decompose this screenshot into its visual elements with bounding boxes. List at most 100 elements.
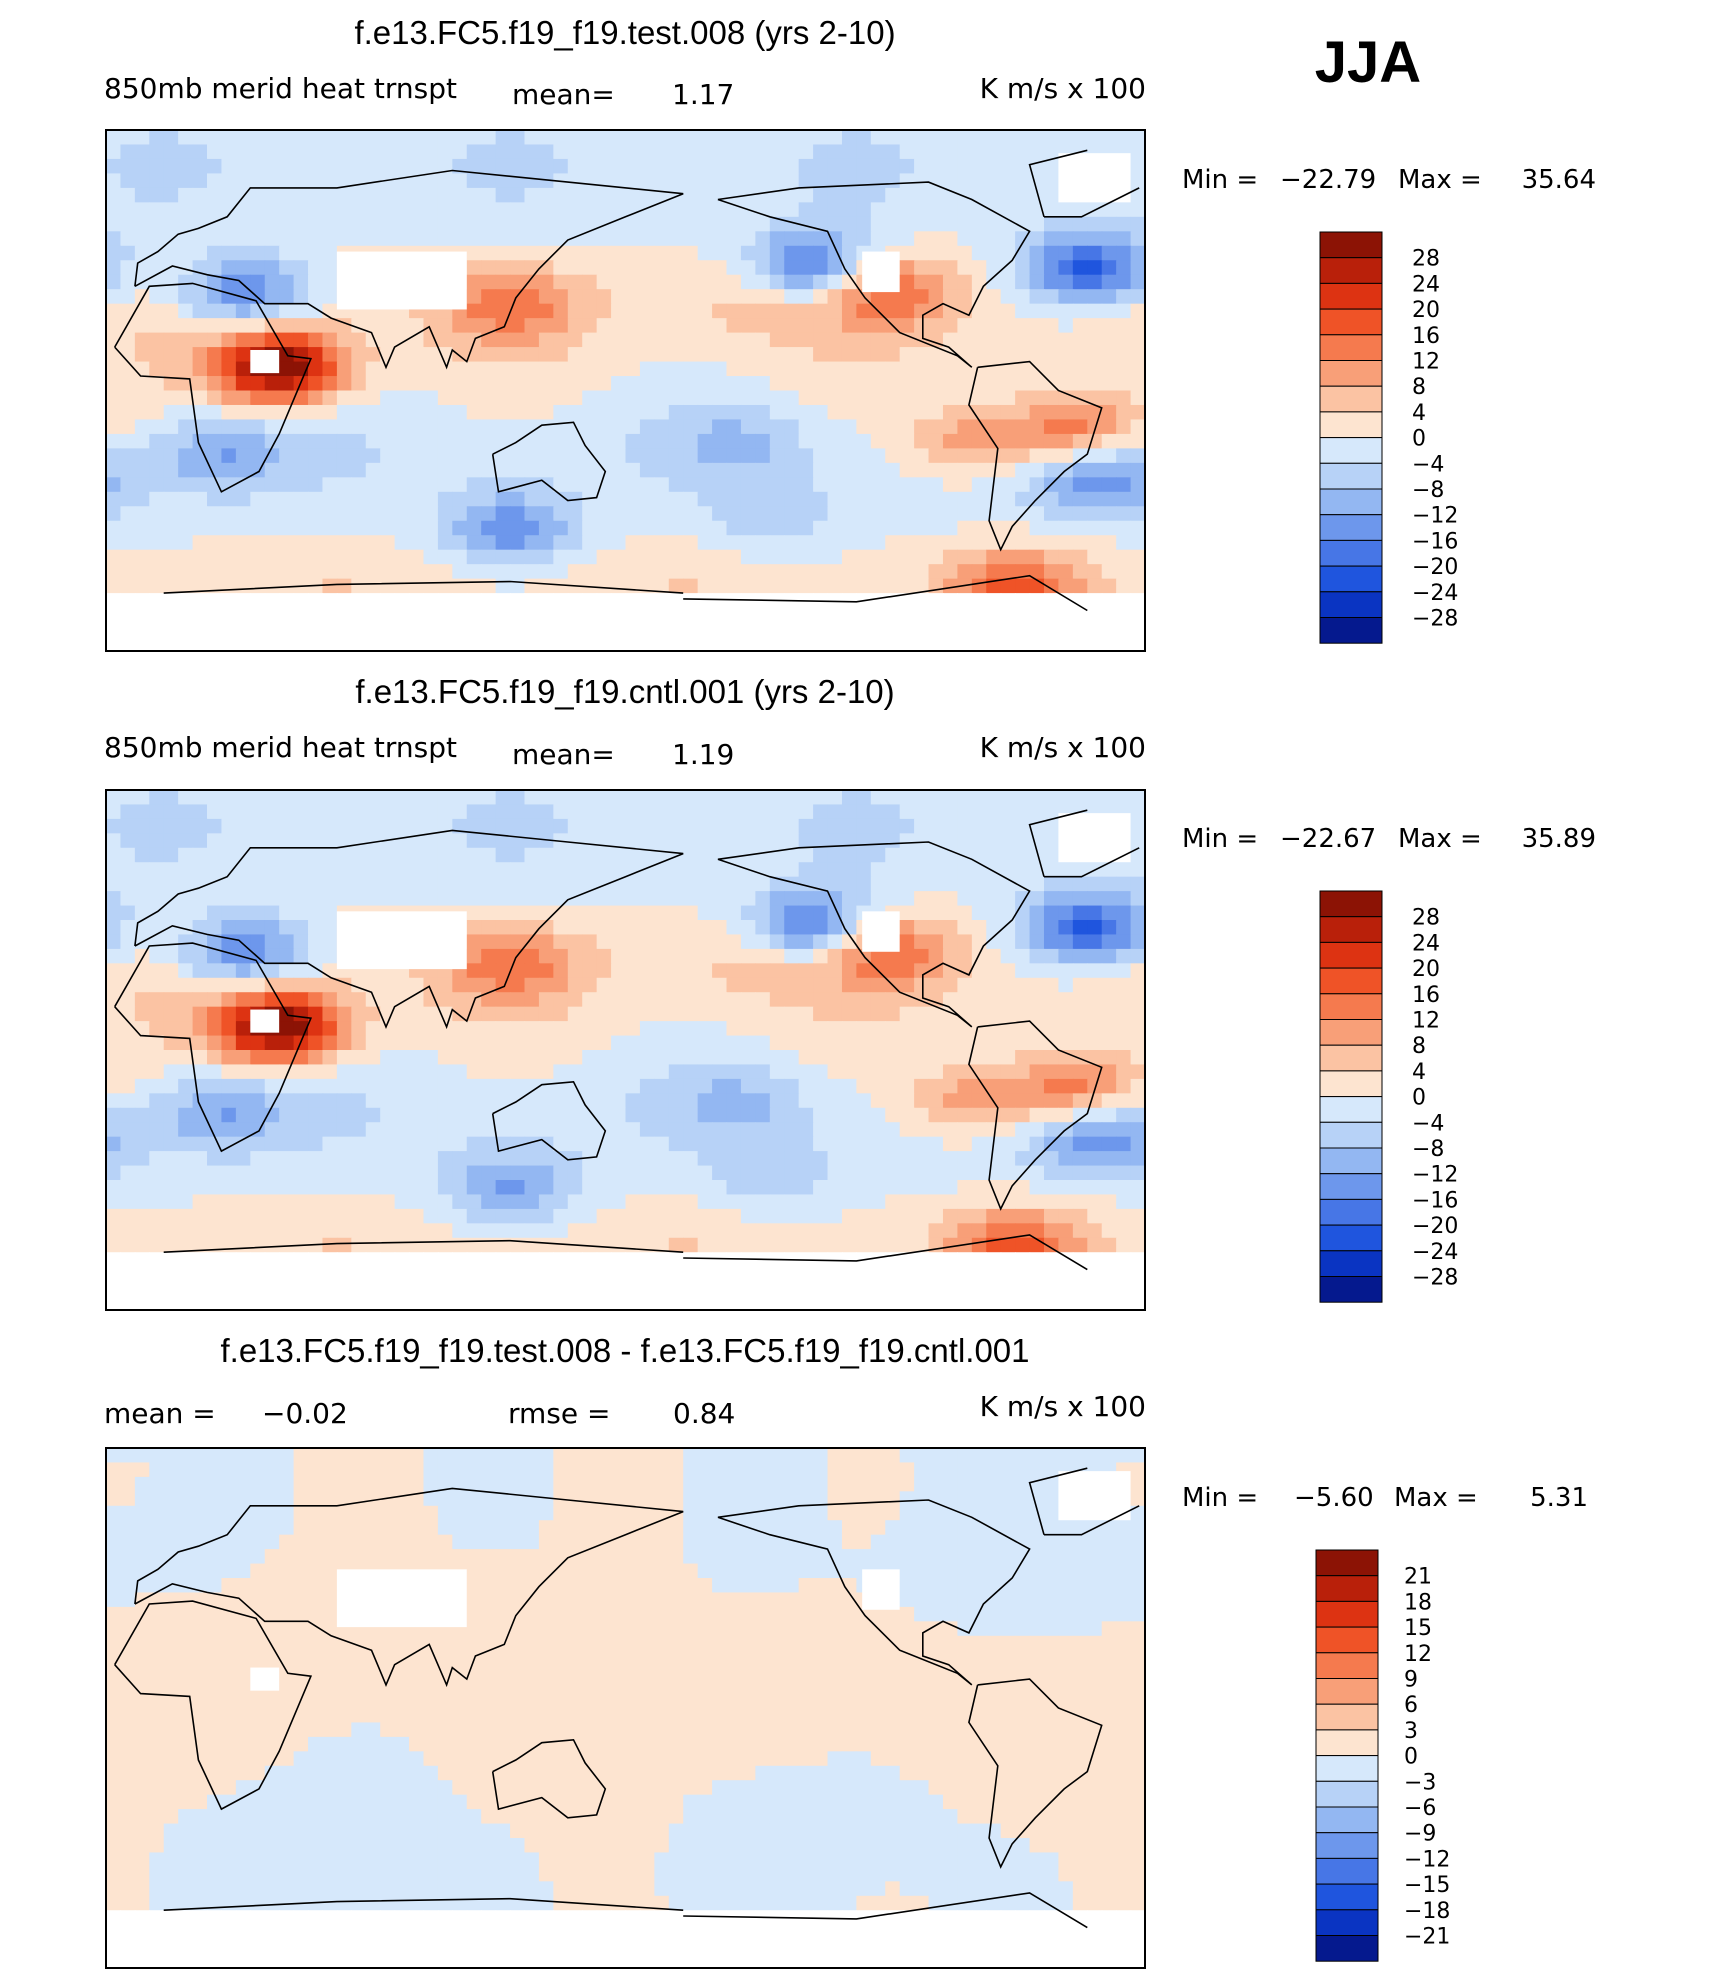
field-cell (611, 564, 627, 580)
field-cell (1087, 419, 1103, 435)
field-cell (712, 477, 728, 493)
field-cell (481, 920, 497, 936)
field-cell (106, 578, 122, 594)
field-cell (841, 1006, 857, 1022)
field-cell (1116, 920, 1132, 936)
field-cell (250, 1194, 266, 1210)
field-cell (1116, 260, 1132, 276)
field-cell (207, 535, 223, 551)
field-cell (365, 818, 381, 834)
field-cell (755, 549, 771, 565)
field-cell (134, 1136, 150, 1152)
field-cell (1072, 636, 1088, 651)
field-cell (264, 992, 280, 1008)
field-cell (336, 173, 352, 189)
field-cell (841, 202, 857, 218)
field-cell (784, 1093, 800, 1109)
field-cell (510, 1021, 526, 1037)
field-cell (322, 173, 338, 189)
field-cell (1000, 433, 1016, 449)
field-cell (322, 245, 338, 261)
field-cell (1116, 535, 1132, 551)
field-cell (971, 1122, 987, 1138)
field-cell (813, 245, 829, 261)
field-cell (1029, 303, 1045, 319)
field-cell (957, 948, 973, 964)
field-cell (1058, 332, 1074, 348)
field-cell (178, 1165, 194, 1181)
field-cell (870, 948, 886, 964)
field-cell (625, 804, 641, 820)
field-cell (769, 332, 785, 348)
field-cell (134, 1194, 150, 1210)
field-cell (928, 1006, 944, 1022)
field-cell (1015, 992, 1031, 1008)
field-cell (971, 448, 987, 464)
field-cell (740, 506, 756, 522)
field-cell (971, 1078, 987, 1094)
field-cell (394, 173, 410, 189)
field-cell (668, 1006, 684, 1022)
field-cell (207, 433, 223, 449)
field-cell (423, 1050, 439, 1066)
field-cell (798, 1194, 814, 1210)
field-cell (538, 332, 554, 348)
field-cell (437, 433, 453, 449)
field-cell (279, 448, 295, 464)
field-cell (120, 462, 136, 478)
field-cell (1101, 948, 1117, 964)
field-cell (611, 636, 627, 651)
field-cell (582, 564, 598, 580)
field-cell (726, 847, 742, 863)
field-cell (1116, 419, 1132, 435)
field-cell (250, 173, 266, 189)
field-cell (495, 202, 511, 218)
field-cell (149, 1223, 165, 1239)
field-cell (582, 1122, 598, 1138)
field-cell (986, 1208, 1002, 1224)
field-cell (827, 477, 843, 493)
field-cell (769, 1006, 785, 1022)
field-cell (207, 1035, 223, 1051)
field-cell (1029, 332, 1045, 348)
field-cell (192, 520, 208, 536)
field-cell (726, 520, 742, 536)
field-cell (250, 318, 266, 334)
field-cell (899, 274, 915, 290)
field-cell (466, 1237, 482, 1253)
field-cell (1087, 1237, 1103, 1253)
field-cell (351, 520, 367, 536)
field-cell (524, 1180, 540, 1196)
field-cell (178, 158, 194, 175)
field-cell (221, 491, 237, 507)
field-cell (567, 1093, 583, 1109)
field-cell (553, 934, 569, 950)
field-cell (394, 1064, 410, 1080)
field-cell (279, 216, 295, 232)
field-cell (235, 905, 251, 921)
field-cell (308, 992, 324, 1008)
field-cell (596, 622, 612, 638)
field-cell (596, 549, 612, 565)
field-cell (1043, 891, 1060, 907)
field-cell (466, 876, 482, 892)
field-cell (1043, 1151, 1060, 1167)
field-cell (870, 1237, 886, 1253)
field-cell (639, 491, 655, 507)
field-cell (639, 390, 655, 406)
field-cell (697, 1107, 713, 1123)
field-cell (336, 1078, 352, 1094)
field-cell (769, 1136, 785, 1152)
field-cell (481, 1151, 497, 1167)
field-cell (178, 948, 194, 964)
field-cell (134, 1093, 150, 1109)
field-cell (567, 448, 583, 464)
field-cell (914, 1006, 930, 1022)
field-cell (221, 818, 237, 834)
field-cell (611, 130, 627, 146)
field-cell (192, 347, 208, 363)
field-cell (1029, 1136, 1045, 1152)
field-cell (452, 376, 468, 392)
field-cell (250, 847, 266, 863)
field-cell (106, 934, 122, 950)
